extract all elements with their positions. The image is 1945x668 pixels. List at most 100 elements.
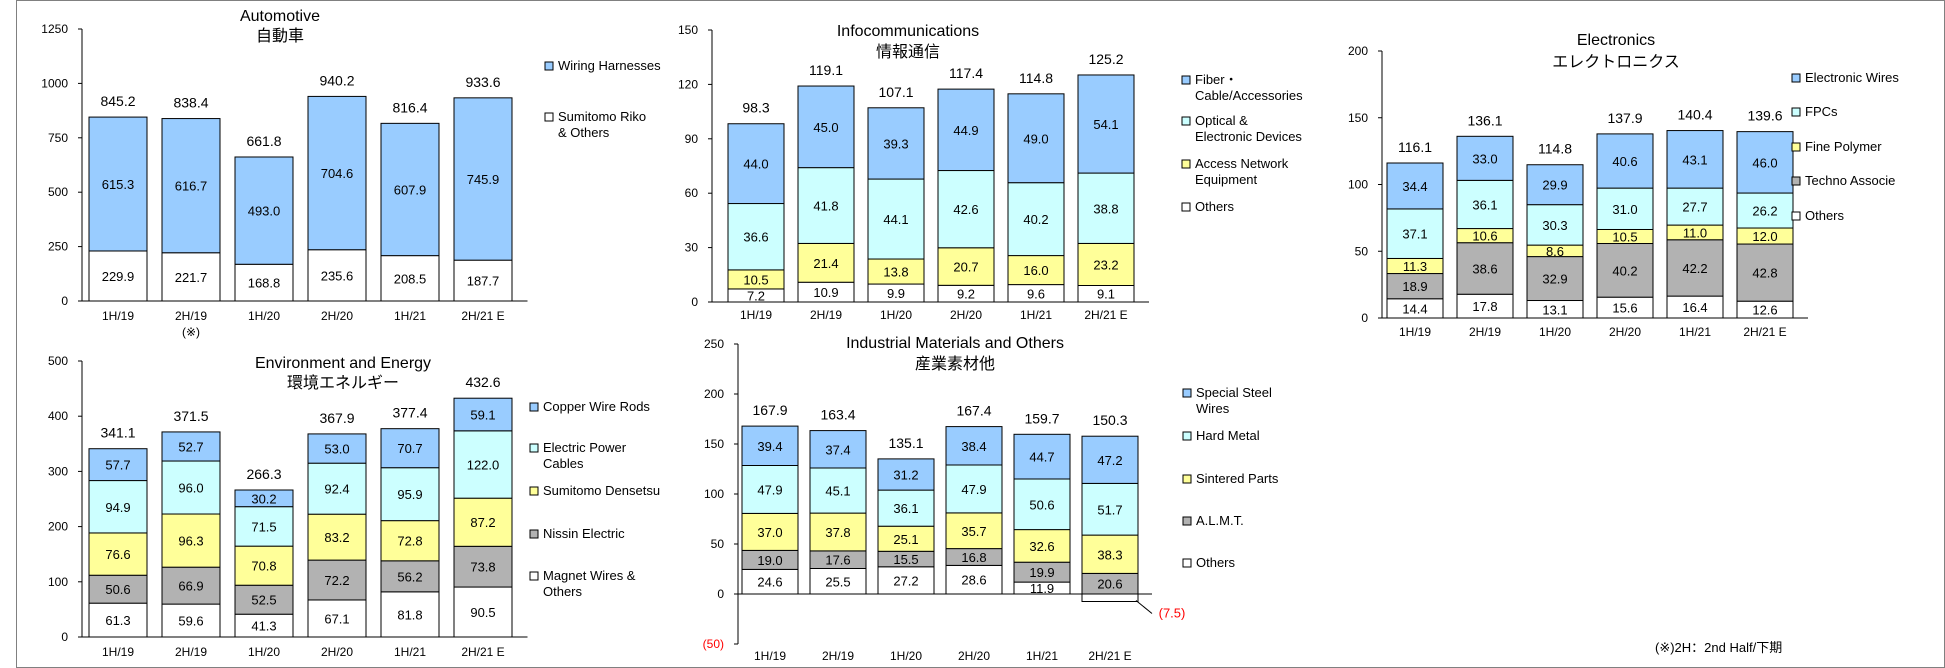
x-tick-label: 1H/21 xyxy=(1026,649,1058,663)
bar-segment-others xyxy=(741,568,799,595)
x-tick-label: 2H/19 xyxy=(822,649,854,663)
total-label: 107.1 xyxy=(878,84,913,100)
value-label: 10.9 xyxy=(813,285,838,300)
bar-segment-magnet-wires-others xyxy=(161,603,221,638)
value-label: 92.4 xyxy=(324,482,349,497)
value-label: 27.7 xyxy=(1682,200,1707,215)
chart-title: Automotive xyxy=(240,8,320,25)
value-label: 42.8 xyxy=(1752,266,1777,281)
legend-label-nissin-electric: Nissin Electric xyxy=(543,526,625,541)
y-tick-label: 250 xyxy=(704,337,724,351)
x-tick-label: 2H/20 xyxy=(1609,325,1641,339)
bar-segment-hard-metal xyxy=(809,467,867,514)
y-tick-label: 1250 xyxy=(41,22,68,36)
bar-segment-electronic-wires xyxy=(1596,133,1654,189)
bar-segment-optical-electronic-devices xyxy=(1077,172,1135,244)
value-label: 96.3 xyxy=(178,534,203,549)
x-tick-label: 1H/20 xyxy=(248,309,280,323)
value-label: 18.9 xyxy=(1402,279,1427,294)
y-tick-label: 0 xyxy=(717,587,724,601)
bar-segment-fpcs xyxy=(1526,204,1584,246)
value-label: 15.5 xyxy=(893,552,918,567)
y-tick-label: 500 xyxy=(48,354,68,368)
value-label: 40.2 xyxy=(1023,212,1048,227)
value-label: 36.6 xyxy=(743,230,768,245)
x-tick-label: 2H/19 xyxy=(810,308,842,322)
bar-segment-optical-electronic-devices xyxy=(867,178,925,260)
bar-segment-nissin-electric xyxy=(307,559,367,601)
chart-title: Electronics xyxy=(1577,32,1655,49)
bar-segment-electric-power-cables xyxy=(161,460,221,515)
bar-segment-magnet-wires-others xyxy=(88,602,148,638)
total-label: 661.8 xyxy=(246,133,281,149)
bar-segment-electronic-wires xyxy=(1666,130,1724,189)
value-label: 12.0 xyxy=(1752,229,1777,244)
value-label: 31.0 xyxy=(1612,202,1637,217)
bar-segment-sumitomo-densetsu xyxy=(307,513,367,561)
bar-segment-electronic-wires xyxy=(1526,164,1584,206)
value-label: 607.9 xyxy=(394,182,427,197)
value-label: 20.7 xyxy=(953,260,978,275)
value-label: 21.4 xyxy=(813,256,838,271)
value-label: 51.7 xyxy=(1097,502,1122,517)
legend-swatch-hard-metal xyxy=(1182,431,1192,441)
total-label: 816.4 xyxy=(392,99,427,115)
bar-segment-fiber-cable-accessories xyxy=(867,107,925,180)
x-tick-label: 2H/21 E xyxy=(1084,308,1127,322)
bar-segment-electronic-wires xyxy=(1386,162,1444,210)
legend-label-sintered-parts: Sintered Parts xyxy=(1196,471,1279,486)
y-tick-label: 50 xyxy=(1355,244,1369,258)
bar-segment-fpcs xyxy=(1456,179,1514,230)
value-label: 76.6 xyxy=(105,547,130,562)
chart-industrial-materials-and-others: (50) 0 50 100 150 200 250 Industrial Materials … xyxy=(703,335,1279,663)
bar-segment-copper-wire-rods xyxy=(307,433,367,464)
total-label: 341.1 xyxy=(100,425,135,441)
total-label: 845.2 xyxy=(100,93,135,109)
value-label: 73.8 xyxy=(470,560,495,575)
value-label: 745.9 xyxy=(467,172,500,187)
value-label: 187.7 xyxy=(467,274,500,289)
value-label: 493.0 xyxy=(248,204,281,219)
x-tick-label: 1H/19 xyxy=(754,649,786,663)
y-tick-label: 300 xyxy=(48,464,68,478)
bar-segment-nissin-electric xyxy=(234,584,294,615)
value-label: 30.3 xyxy=(1542,218,1567,233)
total-label: 838.4 xyxy=(173,95,208,111)
bar-segment-sintered-parts xyxy=(809,512,867,552)
total-label: 114.8 xyxy=(1019,70,1053,86)
value-label: 12.6 xyxy=(1752,303,1777,318)
negative-value-label: (7.5) xyxy=(1159,606,1186,621)
bar-segment-electric-power-cables xyxy=(453,430,513,499)
value-label: 53.0 xyxy=(324,442,349,457)
legend-label-fiber-cable-accessories: Fiber・ Cable/Accessories xyxy=(1195,72,1303,103)
y-tick-label: 50 xyxy=(711,537,725,551)
chart-subtitle: 産業素材他 xyxy=(915,355,995,373)
value-label: 38.4 xyxy=(961,439,986,454)
value-label: 31.2 xyxy=(893,468,918,483)
value-label: 36.1 xyxy=(1472,197,1497,212)
bar-segment-electronic-wires xyxy=(1736,131,1794,194)
value-label: 45.1 xyxy=(825,484,850,499)
value-label: 32.6 xyxy=(1029,539,1054,554)
value-label: 96.0 xyxy=(178,481,203,496)
value-label: 67.1 xyxy=(324,611,349,626)
legend-swatch-electric-power-cables xyxy=(529,443,539,453)
total-label: 933.6 xyxy=(465,74,500,90)
y-tick-label: 0 xyxy=(1361,311,1368,325)
bar-segment-fiber-cable-accessories xyxy=(1077,74,1135,174)
value-label: 28.6 xyxy=(961,573,986,588)
value-label: 47.2 xyxy=(1097,453,1122,468)
value-label: 168.8 xyxy=(248,276,281,291)
value-label: 17.6 xyxy=(825,553,850,568)
value-label: 90.5 xyxy=(470,605,495,620)
value-label: 49.0 xyxy=(1023,131,1048,146)
chart-subtitle: 自動車 xyxy=(256,27,304,45)
value-label: 26.2 xyxy=(1752,204,1777,219)
value-label: 66.9 xyxy=(178,579,203,594)
chart-subtitle: 環境エネルギー xyxy=(287,373,399,392)
value-label: 24.6 xyxy=(757,575,782,590)
y-tick-label: 60 xyxy=(685,186,699,200)
x-tick-label: 2H/20 xyxy=(321,645,353,659)
legend-swatch-fpcs xyxy=(1791,107,1801,117)
x-tick-label: 1H/19 xyxy=(1399,325,1431,339)
